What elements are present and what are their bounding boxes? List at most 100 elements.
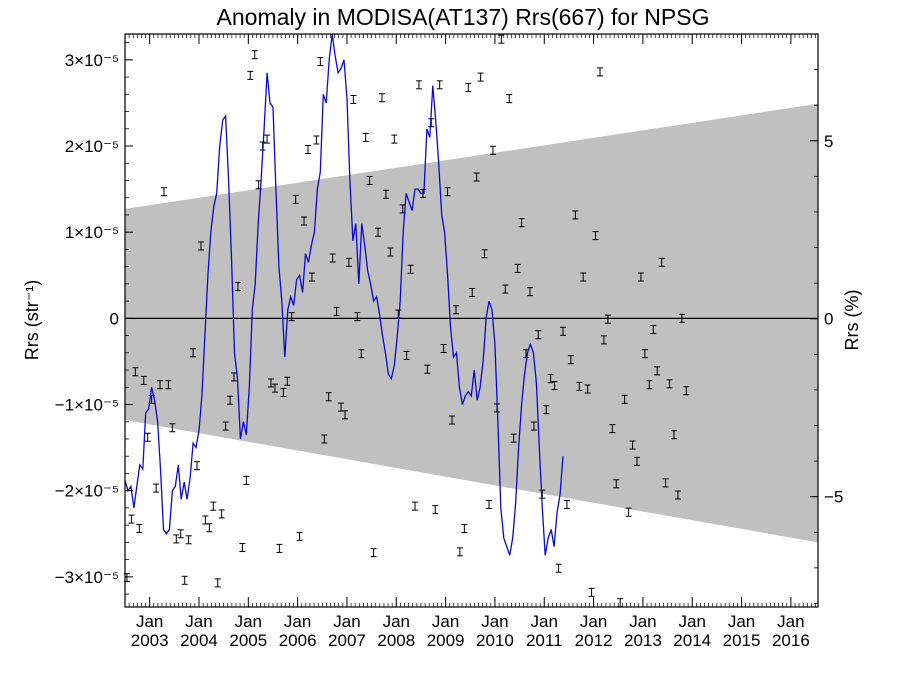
- data-point: [486, 499, 493, 509]
- data-point: [543, 405, 550, 415]
- x-tick-year: 2010: [476, 631, 514, 650]
- data-point: [510, 433, 517, 443]
- data-point: [247, 70, 254, 80]
- data-point: [678, 313, 685, 323]
- data-point: [375, 227, 382, 237]
- data-point: [292, 194, 299, 204]
- x-tick-year: 2012: [575, 631, 613, 650]
- y2-tick-label: −5: [824, 488, 843, 507]
- data-point: [206, 523, 213, 533]
- y2-tick-label: 5: [824, 132, 833, 151]
- data-point: [514, 263, 521, 273]
- x-tick-year: 2008: [377, 631, 415, 650]
- data-point: [251, 50, 258, 60]
- x-tick-month: Jan: [235, 612, 262, 631]
- data-point: [391, 134, 398, 144]
- data-point: [169, 423, 176, 433]
- data-point: [555, 563, 562, 573]
- data-point: [440, 344, 447, 354]
- data-point: [382, 189, 389, 199]
- y2-axis-ticks: −5 0 5: [810, 33, 843, 604]
- data-point: [452, 305, 459, 315]
- data-point: [358, 349, 365, 359]
- data-point: [366, 175, 373, 185]
- x-tick-month: Jan: [728, 612, 755, 631]
- data-point: [296, 531, 303, 541]
- data-point: [132, 367, 139, 377]
- data-point: [609, 424, 616, 434]
- x-tick-month: Jan: [777, 612, 804, 631]
- y-tick-label: −2×10⁻⁵: [55, 482, 119, 501]
- x-tick-year: 2013: [624, 631, 662, 650]
- x-tick-month: Jan: [481, 612, 508, 631]
- data-point: [264, 134, 271, 144]
- x-tick-year: 2014: [673, 631, 711, 650]
- plot-frame: [124, 33, 819, 608]
- data-point: [580, 272, 587, 282]
- data-point: [613, 479, 620, 489]
- data-point: [403, 350, 410, 360]
- data-point: [604, 314, 611, 324]
- data-point: [489, 145, 496, 155]
- data-point: [308, 272, 315, 282]
- data-point: [329, 253, 336, 263]
- x-tick-year: 2016: [772, 631, 810, 650]
- x-tick-month: Jan: [333, 612, 360, 631]
- data-point: [227, 395, 234, 405]
- data-point: [596, 67, 603, 77]
- data-point: [481, 249, 488, 259]
- data-point: [666, 379, 673, 389]
- data-point: [559, 326, 566, 336]
- data-point: [600, 335, 607, 345]
- data-point: [518, 218, 525, 228]
- data-point: [563, 499, 570, 509]
- data-point: [444, 187, 451, 197]
- data-point: [284, 376, 291, 386]
- x-tick-year: 2011: [526, 631, 563, 650]
- data-point: [325, 392, 332, 402]
- band-area: [125, 103, 818, 543]
- data-point: [333, 306, 340, 316]
- chart-title: Anomaly in MODISA(AT137) Rrs(667) for NP…: [217, 4, 710, 30]
- data-point: [345, 257, 352, 267]
- data-point: [650, 325, 657, 335]
- data-point: [350, 94, 357, 104]
- data-point: [592, 231, 599, 241]
- data-point: [588, 587, 595, 597]
- data-point: [157, 380, 164, 390]
- data-point: [637, 272, 644, 282]
- data-point: [231, 372, 238, 382]
- anomaly-line: [124, 33, 564, 556]
- data-point: [165, 380, 172, 390]
- x-tick-month: Jan: [679, 612, 706, 631]
- data-point: [662, 478, 669, 488]
- data-point: [576, 381, 583, 391]
- data-point: [128, 514, 135, 524]
- confidence-band: [125, 103, 818, 543]
- data-point: [436, 80, 443, 90]
- data-point: [181, 575, 188, 585]
- data-point: [670, 430, 677, 440]
- data-point: [526, 287, 533, 297]
- data-point: [477, 72, 484, 82]
- y2-tick-label: 0: [824, 310, 833, 329]
- x-tick-year: 2004: [180, 631, 218, 650]
- y-tick-label: −1×10⁻⁵: [55, 396, 119, 415]
- data-point: [313, 135, 320, 145]
- data-point: [530, 421, 537, 431]
- x-tick-year: 2006: [279, 631, 317, 650]
- y-tick-label: 1×10⁻⁵: [65, 223, 119, 242]
- data-point: [370, 548, 377, 558]
- x-tick-month: Jan: [383, 612, 410, 631]
- series-line: [124, 33, 564, 556]
- data-point: [160, 187, 167, 197]
- data-point: [317, 57, 324, 67]
- data-point: [432, 505, 439, 515]
- y-tick-label: −3×10⁻⁵: [55, 568, 119, 587]
- data-point: [190, 348, 197, 358]
- data-point: [572, 210, 579, 220]
- x-tick-month: Jan: [284, 612, 311, 631]
- data-point: [341, 410, 348, 420]
- data-point: [506, 94, 513, 104]
